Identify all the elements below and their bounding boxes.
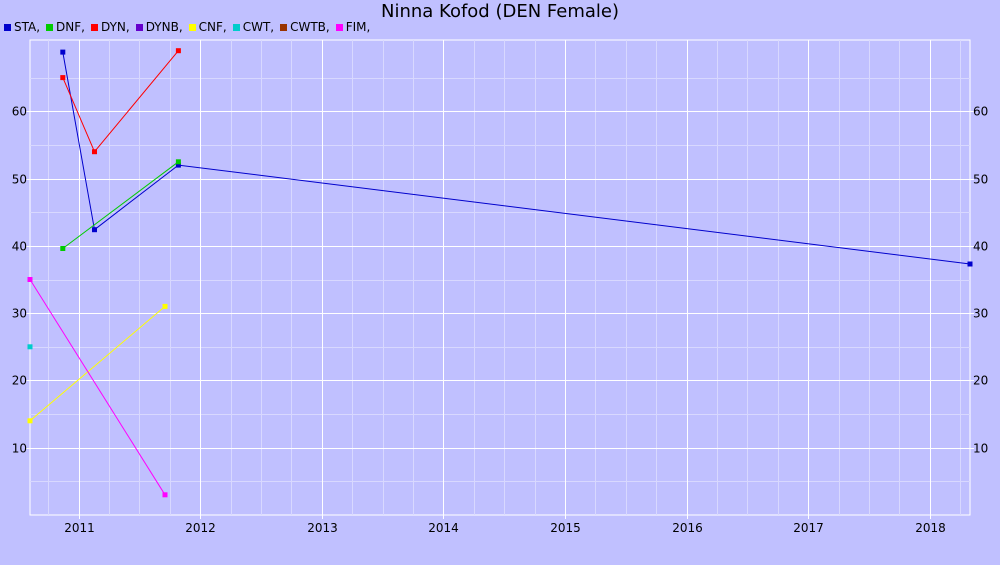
- x-tick-label: 2011: [64, 521, 95, 535]
- legend-swatch: [135, 23, 143, 31]
- data-point-sta: [60, 49, 66, 55]
- legend-swatch: [188, 23, 196, 31]
- legend-label: DYN,: [100, 20, 130, 34]
- series-line-dnf: [62, 161, 179, 249]
- data-point-cnf: [27, 418, 33, 424]
- legend-item: FIM,: [335, 19, 371, 35]
- data-point-dyn: [175, 48, 181, 54]
- legend-label: DNF,: [56, 20, 85, 34]
- y-tick-label-right: 30: [973, 307, 988, 321]
- data-point-sta: [967, 261, 973, 267]
- series-line-cnf: [29, 306, 166, 422]
- x-tick-label: 2013: [307, 521, 338, 535]
- legend-item: DYNB,: [135, 19, 183, 35]
- data-point-sta: [175, 162, 181, 168]
- legend-label: CNF,: [198, 20, 227, 34]
- legend-item: CNF,: [188, 19, 227, 35]
- y-tick-label-left: 10: [12, 442, 27, 456]
- chart-title: Ninna Kofod (DEN Female): [381, 1, 619, 22]
- y-tick-label-right: 60: [973, 105, 988, 119]
- data-point-dyn: [92, 149, 97, 155]
- data-point-dnf: [175, 159, 181, 165]
- data-point-cwt: [27, 344, 33, 350]
- y-tick-label-left: 40: [12, 240, 27, 254]
- legend-swatch: [232, 23, 240, 31]
- series-line-fim: [29, 279, 166, 496]
- legend-item: STA,: [4, 19, 40, 35]
- data-point-fim: [27, 277, 33, 282]
- legend-swatch: [280, 23, 288, 31]
- x-tick-label: 2012: [185, 521, 216, 535]
- legend-swatch: [4, 23, 11, 31]
- legend-label: CWT,: [242, 20, 275, 34]
- legend-swatch: [90, 23, 98, 31]
- chart-legend: STA, DNF, DYN, DYNB, CNF, CWT, CWTB, FIM,: [4, 19, 376, 35]
- y-tick-label-right: 50: [973, 173, 988, 187]
- legend-label: FIM,: [345, 20, 371, 34]
- y-tick-label-right: 20: [973, 374, 988, 388]
- x-tick-label: 2017: [793, 521, 824, 535]
- y-tick-label-left: 50: [12, 173, 27, 187]
- legend-swatch: [335, 23, 343, 31]
- y-tick-label-right: 40: [973, 240, 988, 254]
- series-line-dyn: [62, 50, 179, 153]
- x-tick-label: 2018: [915, 521, 946, 535]
- legend-label: CWTB,: [290, 20, 330, 34]
- data-point-cnf: [162, 303, 168, 309]
- data-point-dnf: [60, 246, 66, 251]
- legend-item: CWTB,: [280, 19, 330, 35]
- data-point-dyn: [60, 75, 66, 81]
- data-point-fim: [162, 492, 168, 498]
- x-tick-label: 2016: [672, 521, 703, 535]
- y-tick-label-right: 10: [973, 442, 988, 456]
- series-line-sta: [62, 52, 971, 265]
- legend-item: CWT,: [232, 19, 275, 35]
- legend-item: DYN,: [90, 19, 130, 35]
- y-tick-label-left: 60: [12, 105, 27, 119]
- x-tick-label: 2015: [550, 521, 581, 535]
- y-tick-label-left: 30: [12, 307, 27, 321]
- legend-item: DNF,: [46, 19, 85, 35]
- x-tick-label: 2014: [428, 521, 459, 535]
- data-point-sta: [92, 227, 97, 233]
- legend-label: STA,: [14, 20, 41, 34]
- legend-label: DYNB,: [145, 20, 183, 34]
- y-tick-label-left: 20: [12, 374, 27, 388]
- legend-swatch: [46, 23, 54, 31]
